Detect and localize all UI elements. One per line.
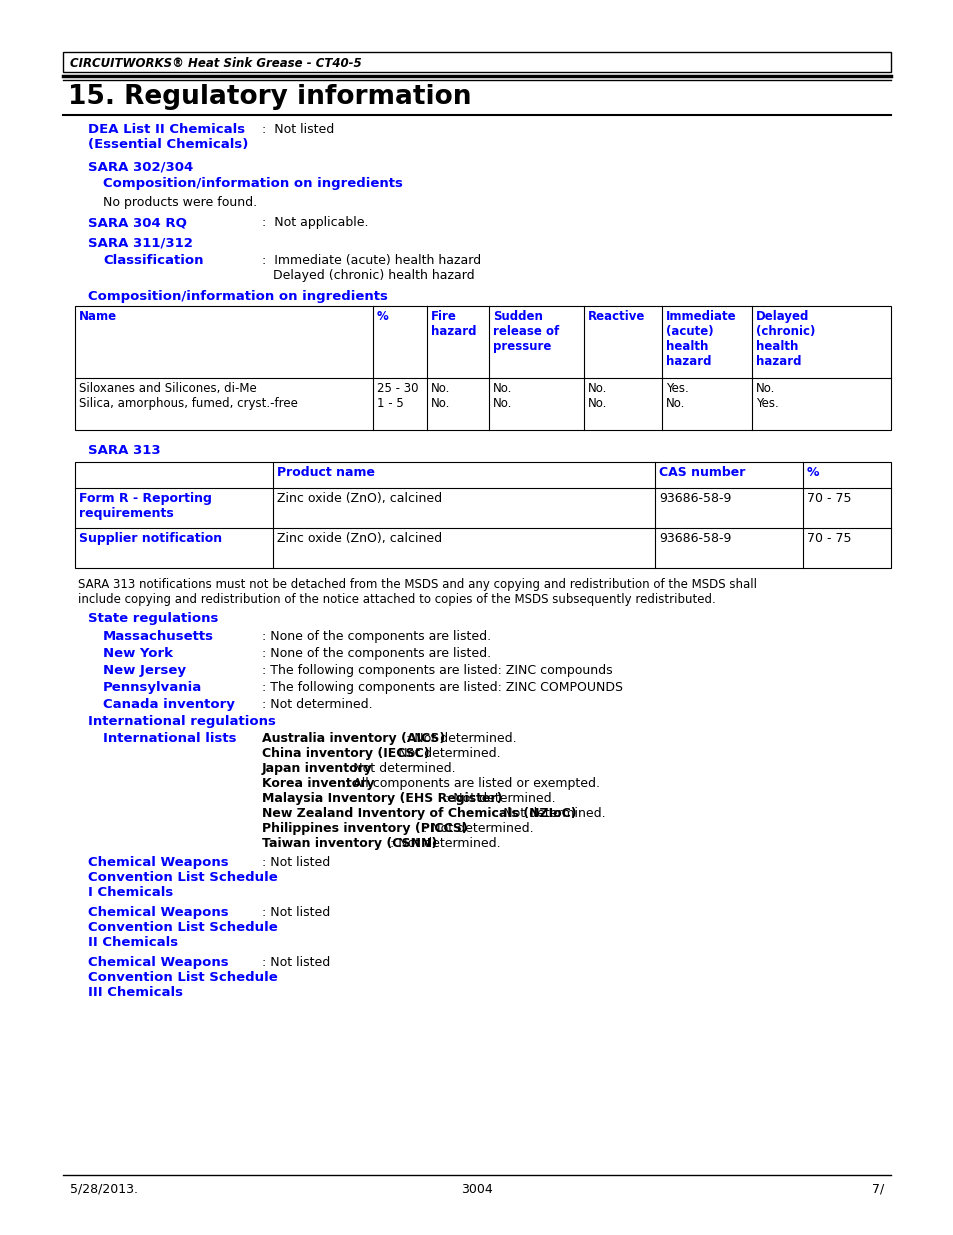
Text: Pennsylvania: Pennsylvania xyxy=(103,680,202,694)
Text: Fire
hazard: Fire hazard xyxy=(431,310,476,338)
Text: : Not listed: : Not listed xyxy=(262,856,330,869)
Text: Reactive: Reactive xyxy=(587,310,644,324)
Text: : Not determined.: : Not determined. xyxy=(262,698,373,711)
Text: CAS number: CAS number xyxy=(659,466,744,479)
Text: 93686-58-9: 93686-58-9 xyxy=(659,532,731,545)
Text: Malaysia Inventory (EHS Register): Malaysia Inventory (EHS Register) xyxy=(262,792,502,805)
Text: Chemical Weapons
Convention List Schedule
I Chemicals: Chemical Weapons Convention List Schedul… xyxy=(88,856,277,899)
Text: Australia inventory (AICS): Australia inventory (AICS) xyxy=(262,732,445,745)
Text: : Not determined.: : Not determined. xyxy=(495,806,605,820)
Text: Yes.
No.: Yes. No. xyxy=(665,382,688,410)
Text: : None of the components are listed.: : None of the components are listed. xyxy=(262,630,491,643)
Text: Delayed
(chronic)
health
hazard: Delayed (chronic) health hazard xyxy=(755,310,815,368)
Text: International lists: International lists xyxy=(103,732,236,745)
Text: SARA 313: SARA 313 xyxy=(88,445,160,457)
Text: DEA List II Chemicals: DEA List II Chemicals xyxy=(88,124,245,136)
Text: Composition/information on ingredients: Composition/information on ingredients xyxy=(103,177,402,190)
Text: Sudden
release of
pressure: Sudden release of pressure xyxy=(493,310,558,353)
Text: 3004: 3004 xyxy=(460,1183,493,1195)
Text: New Zealand Inventory of Chemicals (NZIoC): New Zealand Inventory of Chemicals (NZIo… xyxy=(262,806,576,820)
Bar xyxy=(63,52,890,72)
Text: New York: New York xyxy=(103,647,172,659)
Text: SARA 313 notifications must not be detached from the MSDS and any copying and re: SARA 313 notifications must not be detac… xyxy=(78,578,757,606)
Text: No.
Yes.: No. Yes. xyxy=(755,382,778,410)
Text: No.
No.: No. No. xyxy=(587,382,607,410)
Text: Name: Name xyxy=(79,310,117,324)
Text: : None of the components are listed.: : None of the components are listed. xyxy=(262,647,491,659)
Text: Japan inventory: Japan inventory xyxy=(262,762,373,776)
Text: Korea inventory: Korea inventory xyxy=(262,777,375,790)
Text: Massachusetts: Massachusetts xyxy=(103,630,213,643)
Text: Zinc oxide (ZnO), calcined: Zinc oxide (ZnO), calcined xyxy=(276,492,441,505)
Text: 15. Regulatory information: 15. Regulatory information xyxy=(68,84,471,110)
Text: 5/28/2013.: 5/28/2013. xyxy=(70,1183,138,1195)
Text: : Not listed: : Not listed xyxy=(262,956,330,969)
Text: Delayed (chronic) health hazard: Delayed (chronic) health hazard xyxy=(273,269,475,282)
Text: Siloxanes and Silicones, di-Me
Silica, amorphous, fumed, cryst.-free: Siloxanes and Silicones, di-Me Silica, a… xyxy=(79,382,297,410)
Text: %: % xyxy=(376,310,388,324)
Text: Chemical Weapons
Convention List Schedule
III Chemicals: Chemical Weapons Convention List Schedul… xyxy=(88,956,277,999)
Text: No.
No.: No. No. xyxy=(431,382,450,410)
Text: Immediate
(acute)
health
hazard: Immediate (acute) health hazard xyxy=(665,310,736,368)
Text: Classification: Classification xyxy=(103,254,203,267)
Text: Chemical Weapons
Convention List Schedule
II Chemicals: Chemical Weapons Convention List Schedul… xyxy=(88,906,277,948)
Text: Composition/information on ingredients: Composition/information on ingredients xyxy=(88,290,388,303)
Text: :  Not applicable.: : Not applicable. xyxy=(262,216,368,228)
Text: Supplier notification: Supplier notification xyxy=(79,532,222,545)
Text: : Not listed: : Not listed xyxy=(262,906,330,919)
Text: Taiwan inventory (CSNN): Taiwan inventory (CSNN) xyxy=(262,837,436,850)
Text: : Not determined.: : Not determined. xyxy=(389,747,499,760)
Text: No.
No.: No. No. xyxy=(493,382,512,410)
Text: China inventory (IECSC): China inventory (IECSC) xyxy=(262,747,429,760)
Text: Zinc oxide (ZnO), calcined: Zinc oxide (ZnO), calcined xyxy=(276,532,441,545)
Text: 25 - 30
1 - 5: 25 - 30 1 - 5 xyxy=(376,382,418,410)
Text: SARA 304 RQ: SARA 304 RQ xyxy=(88,216,187,228)
Text: (Essential Chemicals): (Essential Chemicals) xyxy=(88,138,248,151)
Text: : All components are listed or exempted.: : All components are listed or exempted. xyxy=(345,777,599,790)
Text: : Not determined.: : Not determined. xyxy=(406,732,517,745)
Text: CIRCUITWORKS® Heat Sink Grease - CT40-5: CIRCUITWORKS® Heat Sink Grease - CT40-5 xyxy=(70,57,361,70)
Text: New Jersey: New Jersey xyxy=(103,664,186,677)
Text: : Not determined.: : Not determined. xyxy=(345,762,456,776)
Text: Form R - Reporting
requirements: Form R - Reporting requirements xyxy=(79,492,212,520)
Text: 93686-58-9: 93686-58-9 xyxy=(659,492,731,505)
Text: 7/: 7/ xyxy=(871,1183,883,1195)
Text: Product name: Product name xyxy=(276,466,375,479)
Text: : The following components are listed: ZINC COMPOUNDS: : The following components are listed: Z… xyxy=(262,680,622,694)
Bar xyxy=(75,462,890,568)
Text: : The following components are listed: ZINC compounds: : The following components are listed: Z… xyxy=(262,664,612,677)
Text: :  Immediate (acute) health hazard: : Immediate (acute) health hazard xyxy=(262,254,480,267)
Text: : Not determined.: : Not determined. xyxy=(422,823,533,835)
Text: No products were found.: No products were found. xyxy=(103,196,257,209)
Bar xyxy=(75,306,890,430)
Text: Philippines inventory (PICCS): Philippines inventory (PICCS) xyxy=(262,823,467,835)
Text: 70 - 75: 70 - 75 xyxy=(806,492,851,505)
Text: Canada inventory: Canada inventory xyxy=(103,698,234,711)
Text: : Not determined.: : Not determined. xyxy=(445,792,556,805)
Text: International regulations: International regulations xyxy=(88,715,275,727)
Text: SARA 311/312: SARA 311/312 xyxy=(88,236,193,249)
Text: : Not determined.: : Not determined. xyxy=(389,837,499,850)
Text: State regulations: State regulations xyxy=(88,613,218,625)
Text: %: % xyxy=(806,466,819,479)
Text: SARA 302/304: SARA 302/304 xyxy=(88,161,193,173)
Text: 70 - 75: 70 - 75 xyxy=(806,532,851,545)
Text: :  Not listed: : Not listed xyxy=(262,124,334,136)
